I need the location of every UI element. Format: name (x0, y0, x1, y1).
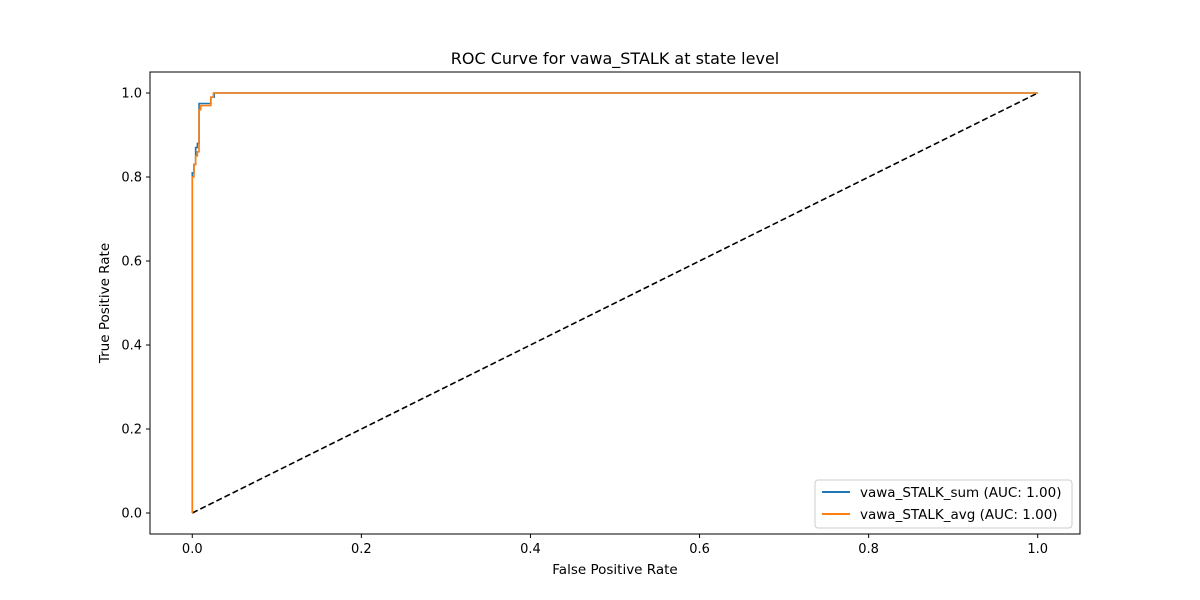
x-axis: 0.0 0.2 0.4 0.6 0.8 1.0 (182, 534, 1048, 557)
legend: vawa_STALK_sum (AUC: 1.00) vawa_STALK_av… (814, 479, 1073, 529)
y-tick-label: 0.4 (121, 339, 142, 354)
x-axis-title: False Positive Rate (552, 562, 677, 578)
y-axis-title: True Positive Rate (97, 243, 113, 364)
x-tick-label: 0.2 (351, 542, 372, 557)
x-tick-label: 1.0 (1027, 542, 1048, 557)
x-tick-label: 0.6 (689, 542, 710, 557)
legend-label-avg: vawa_STALK_avg (AUC: 1.00) (860, 507, 1058, 523)
y-tick-label: 1.0 (121, 87, 142, 102)
chart-title: ROC Curve for vawa_STALK at state level (451, 49, 779, 69)
legend-box (814, 479, 1073, 529)
series-layer (191, 92, 1039, 514)
legend-label-sum: vawa_STALK_sum (AUC: 1.00) (860, 485, 1061, 501)
x-tick-label: 0.8 (858, 542, 879, 557)
y-tick-label: 0.6 (121, 255, 142, 270)
y-tick-label: 0.8 (121, 171, 142, 186)
y-tick-label: 0.2 (121, 423, 142, 438)
x-tick-label: 0.0 (182, 542, 203, 557)
x-tick-label: 0.4 (520, 542, 541, 557)
y-axis: 0.0 0.2 0.4 0.6 0.8 1.0 (121, 87, 150, 522)
chance-line (191, 92, 1039, 514)
series-line-1 (191, 92, 1038, 513)
y-tick-label: 0.0 (121, 507, 142, 522)
plot-frame (149, 71, 1081, 535)
